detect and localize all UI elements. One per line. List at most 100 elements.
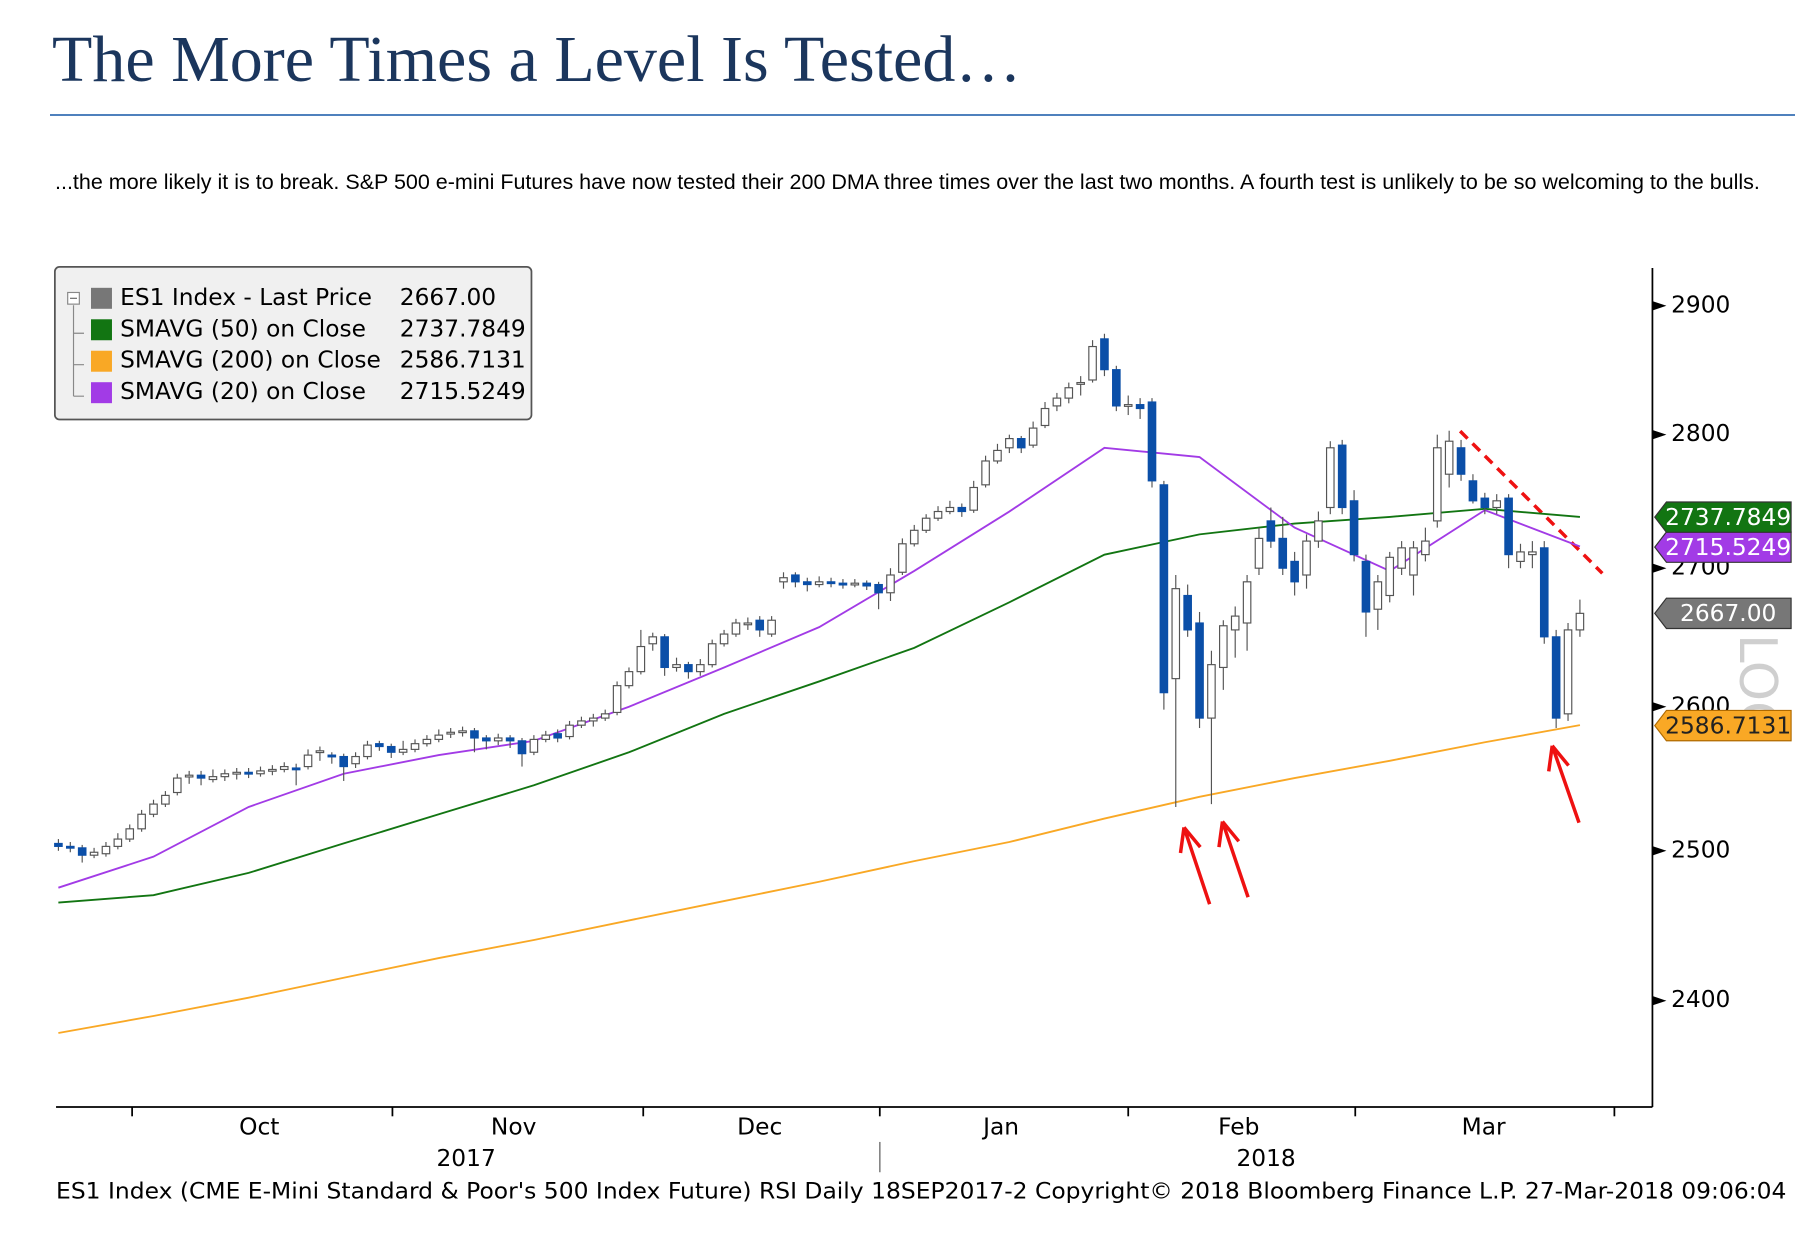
candle-body	[636, 645, 646, 673]
candle-body	[814, 581, 824, 586]
candle-body	[1539, 547, 1549, 638]
candle-body	[1349, 500, 1359, 556]
candle-body	[161, 794, 170, 805]
candle-body	[1183, 594, 1192, 631]
candle-body	[1492, 500, 1502, 509]
candle-body	[101, 845, 111, 855]
candle-body	[1040, 407, 1050, 427]
candle-body	[1242, 581, 1252, 624]
legend-tree	[72, 305, 85, 397]
candle-body	[446, 731, 455, 735]
candle-body	[303, 754, 313, 768]
candle-body	[1230, 615, 1240, 631]
y-tick-label: 2800	[1671, 420, 1730, 447]
candle-body	[458, 730, 467, 734]
candle-body	[434, 734, 444, 740]
candle-body	[802, 581, 812, 586]
value-tag	[1654, 501, 1792, 533]
legend-value: 2715.5249	[400, 378, 526, 405]
candle-body	[945, 506, 955, 513]
y-tick	[1652, 429, 1667, 440]
candle-body	[470, 730, 479, 739]
candle-body	[1195, 622, 1204, 719]
candle-body	[137, 813, 146, 830]
candle-body	[172, 777, 182, 794]
candle-body	[1076, 381, 1085, 385]
candle-body	[993, 449, 1002, 462]
candle-body	[553, 733, 562, 739]
candle-body	[220, 773, 230, 778]
y-tick-label: 2900	[1671, 291, 1730, 318]
candle-body	[77, 847, 87, 856]
candle-body	[517, 740, 527, 755]
x-tick-label: Jan	[981, 1113, 1019, 1140]
value-tag-label: 2667.00	[1680, 600, 1776, 627]
legend-name: SMAVG (50) on Close	[120, 315, 366, 342]
candle-body	[493, 737, 503, 742]
candle-body	[1302, 540, 1311, 576]
candle-body	[482, 737, 491, 742]
candle-body	[707, 643, 717, 666]
annotation-arrows	[1178, 744, 1581, 905]
candle-body	[184, 774, 194, 778]
candle-body	[54, 842, 63, 847]
arrow	[1546, 744, 1581, 824]
candle-body	[1397, 547, 1406, 569]
candle-body	[1373, 581, 1383, 610]
candle-body	[1528, 551, 1537, 556]
candle-body	[886, 574, 895, 594]
candle-body	[256, 770, 265, 775]
candle-body	[113, 838, 123, 847]
candle-body	[351, 755, 360, 765]
candle-body	[1088, 345, 1097, 381]
resistance-trend-line	[1458, 429, 1604, 575]
candle-body	[1254, 537, 1264, 569]
candle-body	[422, 738, 432, 745]
candle-body	[149, 803, 158, 815]
candle-body	[1171, 588, 1181, 680]
candle-body	[826, 581, 836, 585]
legend-swatch	[90, 287, 112, 309]
candle-body	[600, 713, 610, 719]
candle-body	[327, 754, 337, 758]
candle-body	[375, 743, 384, 748]
legend-value: 2737.7849	[400, 315, 526, 342]
x-tick-label: Feb	[1218, 1113, 1259, 1140]
candle-body	[398, 748, 408, 753]
candle-body	[1480, 497, 1490, 509]
candle-body	[315, 750, 325, 754]
value-tag-label: 2586.7131	[1665, 712, 1791, 739]
candle-body	[529, 738, 539, 753]
legend-box	[53, 265, 533, 421]
candle-body	[660, 636, 669, 669]
candle-body	[648, 636, 658, 645]
arrow	[1217, 820, 1250, 898]
candle-body	[1563, 629, 1573, 715]
candle-body	[874, 583, 883, 594]
legend-swatch	[90, 382, 112, 404]
legend-name: ES1 Index - Last Price	[120, 284, 372, 311]
candle-body	[1064, 387, 1074, 399]
moving-average-line	[58, 507, 1581, 904]
candle-body	[125, 828, 135, 840]
page-title: The More Times a Level Is Tested…	[52, 23, 1022, 96]
candle-body	[565, 724, 574, 738]
legend-name: SMAVG (200) on Close	[120, 347, 381, 374]
value-tag-label: 2715.5249	[1665, 534, 1791, 561]
candle-body	[1361, 560, 1371, 613]
candle-body	[1135, 404, 1145, 410]
candle-body	[339, 755, 349, 768]
candle-body	[1325, 447, 1335, 509]
legend-value: 2586.7131	[400, 347, 526, 374]
candle-body	[1016, 438, 1026, 449]
candle-body	[1314, 520, 1323, 542]
title-rule	[50, 114, 1795, 116]
candle-body	[65, 845, 75, 849]
chart-footer: ES1 Index (CME E-Mini Standard & Poor's …	[56, 1179, 1786, 1205]
candle-body	[232, 771, 242, 775]
y-tick	[1652, 996, 1667, 1006]
candle-body	[755, 619, 765, 631]
candle-body	[1551, 636, 1561, 719]
candle-body	[921, 517, 931, 531]
y-tick	[1652, 846, 1667, 856]
